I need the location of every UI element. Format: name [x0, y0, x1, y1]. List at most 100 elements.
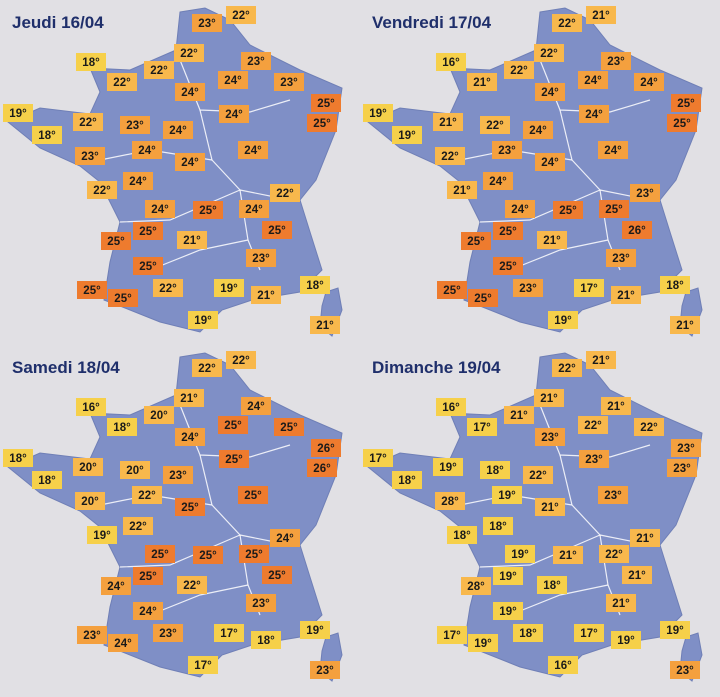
temperature-label: 18°	[9, 453, 27, 465]
temperature-box	[535, 83, 565, 101]
temperature-label: 22°	[540, 48, 558, 60]
temperature-label: 19°	[498, 490, 516, 502]
map-panel: Vendredi 17/04 22° 21° 16° 22° 22° 23° 21° 24° 24…	[363, 6, 703, 337]
temperature-label: 24°	[129, 176, 147, 188]
temperature-box	[598, 486, 628, 504]
temperature-label: 23°	[159, 628, 177, 640]
temperature-label: 18°	[486, 465, 504, 477]
temperature-box	[270, 184, 300, 202]
temperature-box	[219, 450, 249, 468]
temperature-box	[601, 397, 631, 415]
temperature-label: 24°	[224, 75, 242, 87]
temperature-label: 25°	[313, 118, 331, 130]
temperature-label: 18°	[82, 57, 100, 69]
temperature-box	[144, 406, 174, 424]
temperature-box	[461, 577, 491, 595]
temperature-box	[270, 529, 300, 547]
temperature-label: 24°	[276, 533, 294, 545]
temperature-label: 24°	[244, 145, 262, 157]
temperature-box	[163, 121, 193, 139]
temperature-label: 24°	[247, 401, 265, 413]
temperature-label: 24°	[541, 157, 559, 169]
temperature-label: 25°	[199, 205, 217, 217]
temperature-box	[599, 200, 629, 218]
temperature-box	[436, 53, 466, 71]
temperature-label: 21°	[541, 502, 559, 514]
temperature-label: 16°	[442, 57, 460, 69]
temperature-label: 23°	[83, 630, 101, 642]
temperature-box	[75, 492, 105, 510]
temperature-label: 22°	[441, 151, 459, 163]
panel-title: Vendredi 17/04	[372, 13, 492, 32]
temperature-box	[513, 624, 543, 642]
temperature-label: 24°	[541, 87, 559, 99]
temperature-label: 22°	[129, 521, 147, 533]
temperature-label: 23°	[247, 56, 265, 68]
temperature-box	[218, 416, 248, 434]
temperature-label: 23°	[676, 665, 694, 677]
temperature-label: 23°	[252, 598, 270, 610]
temperature-label: 17°	[473, 422, 491, 434]
temperature-box	[606, 594, 636, 612]
temperature-box	[586, 351, 616, 369]
temperature-box	[311, 439, 341, 457]
temperature-label: 18°	[398, 475, 416, 487]
temperature-label: 24°	[169, 125, 187, 137]
temperature-box	[73, 113, 103, 131]
temperature-label: 24°	[511, 204, 529, 216]
temperature-box	[262, 221, 292, 239]
temperature-box	[493, 222, 523, 240]
temperature-label: 25°	[499, 226, 517, 238]
temperature-box	[660, 621, 690, 639]
temperature-box	[492, 486, 522, 504]
temperature-label: 16°	[82, 402, 100, 414]
temperature-box	[630, 529, 660, 547]
temperature-label: 25°	[605, 204, 623, 216]
temperature-box	[553, 201, 583, 219]
temperature-box	[601, 52, 631, 70]
temperature-label: 21°	[543, 235, 561, 247]
temperature-label: 21°	[473, 77, 491, 89]
temperature-box	[193, 201, 223, 219]
temperature-box	[634, 418, 664, 436]
temperature-label: 22°	[79, 117, 97, 129]
temperature-label: 25°	[139, 261, 157, 273]
temperature-box	[433, 458, 463, 476]
temperature-label: 21°	[510, 410, 528, 422]
temperature-label: 24°	[181, 87, 199, 99]
temperature-label: 21°	[592, 10, 610, 22]
temperature-box	[120, 116, 150, 134]
temperature-box	[177, 576, 207, 594]
temperature-box	[77, 281, 107, 299]
temperature-box	[548, 656, 578, 674]
temperature-box	[493, 567, 523, 585]
temperature-box	[537, 576, 567, 594]
temperature-label: 22°	[584, 420, 602, 432]
temperature-label: 23°	[604, 490, 622, 502]
temperature-label: 25°	[139, 226, 157, 238]
region-border	[509, 584, 609, 616]
region-border	[119, 189, 241, 223]
temperature-label: 25°	[474, 293, 492, 305]
temperature-box	[552, 359, 582, 377]
temperature-label: 20°	[79, 462, 97, 474]
temperature-label: 22°	[486, 120, 504, 132]
temperature-label: 23°	[498, 145, 516, 157]
temperature-box	[73, 458, 103, 476]
temperature-box	[241, 52, 271, 70]
temperature-label: 17°	[580, 283, 598, 295]
temperature-box	[505, 200, 535, 218]
temperature-box	[76, 398, 106, 416]
temperature-label: 22°	[183, 580, 201, 592]
temperature-label: 24°	[151, 204, 169, 216]
temperature-box	[670, 661, 700, 679]
temperature-box	[437, 281, 467, 299]
temperature-box	[175, 428, 205, 446]
temperature-box	[553, 546, 583, 564]
temperature-label: 19°	[474, 638, 492, 650]
temperature-label: 22°	[180, 48, 198, 60]
temperature-label: 22°	[605, 549, 623, 561]
temperature-label: 25°	[499, 261, 517, 273]
temperature-box	[107, 418, 137, 436]
